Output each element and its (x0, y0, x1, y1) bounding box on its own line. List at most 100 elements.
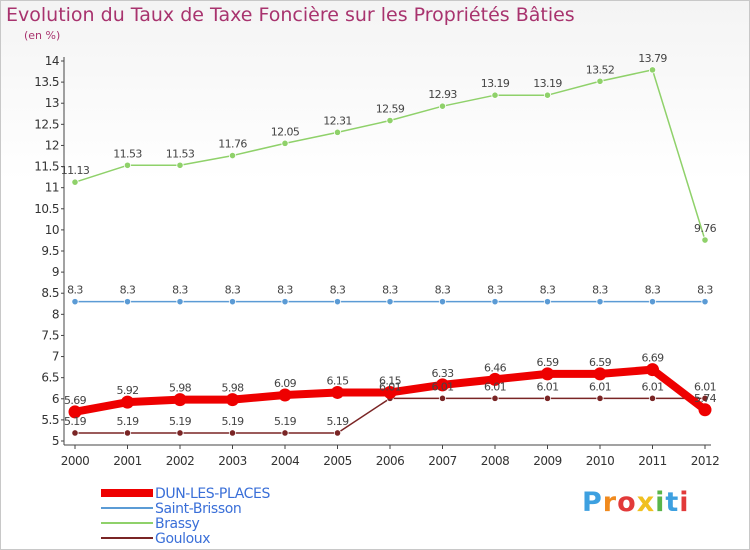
data-point (491, 91, 499, 99)
logo-letter: P (582, 487, 603, 518)
data-point (438, 394, 447, 402)
data-label: 8.3 (382, 284, 398, 297)
data-point (491, 394, 499, 402)
data-label: 12.59 (376, 103, 405, 116)
data-label: 6.33 (431, 367, 454, 380)
data-label: 8.3 (540, 284, 556, 297)
data-point (543, 298, 552, 306)
y-tick-label: 5 (52, 434, 59, 448)
data-label: 5.19 (64, 415, 87, 428)
data-point (438, 102, 447, 110)
data-point (228, 429, 237, 437)
data-label: 11.53 (166, 147, 195, 160)
data-label: 8.3 (330, 284, 346, 297)
data-label: 5.98 (221, 382, 244, 395)
data-label: 13.19 (533, 77, 562, 90)
data-label: 5.19 (221, 415, 244, 428)
y-tick-label: 12.5 (34, 117, 59, 131)
data-point (701, 236, 709, 244)
y-tick-label: 6 (52, 392, 59, 406)
data-point (648, 66, 657, 74)
y-tick-label: 12 (45, 138, 59, 152)
data-label: 6.69 (641, 352, 664, 365)
data-point (331, 385, 344, 399)
labels-dun-les-places: 5.69 5.92 5.98 5.98 6.09 6.15 6.15 6.33 6.46 6.59… (64, 352, 717, 407)
data-label: 13.79 (638, 52, 667, 65)
data-point (278, 388, 292, 402)
x-tick-label: 2008 (481, 454, 510, 468)
data-label: 6.01 (589, 380, 611, 393)
data-point (123, 298, 132, 306)
data-label: 11.76 (218, 138, 247, 151)
data-label: 6.15 (379, 374, 402, 387)
data-point (648, 298, 657, 306)
data-label: 8.3 (67, 284, 83, 297)
data-point (438, 298, 447, 306)
y-tick-label: 7 (52, 350, 59, 364)
data-point (541, 367, 554, 381)
data-label: 5.92 (116, 384, 138, 397)
y-tick-label: 7.5 (41, 328, 59, 342)
data-label: 5.19 (274, 415, 297, 428)
data-point (176, 161, 184, 169)
data-point (176, 429, 184, 437)
x-tick-label: 2009 (533, 454, 562, 468)
series-saint-brisson (71, 298, 709, 306)
data-point (698, 403, 712, 417)
y-tick-label: 13.5 (34, 75, 59, 89)
data-label: 8.3 (277, 284, 293, 297)
data-point (646, 363, 659, 377)
data-point (543, 394, 552, 402)
data-point (596, 77, 604, 85)
data-label: 5.19 (169, 415, 192, 428)
proxiti-logo: Proxiti (582, 487, 690, 518)
x-tick-label: 2003 (218, 454, 247, 468)
data-label: 6.01 (431, 380, 453, 393)
legend-label: Gouloux (155, 531, 210, 547)
data-label: 5.98 (169, 382, 192, 395)
data-point (228, 298, 237, 306)
data-point (593, 367, 607, 381)
data-point (71, 178, 79, 186)
x-tick-label: 2011 (638, 454, 667, 468)
data-point (281, 429, 289, 437)
data-point (281, 139, 289, 147)
data-point (701, 298, 709, 306)
y-tick-label: 10 (45, 223, 59, 237)
y-tick-label: 6.5 (41, 371, 59, 385)
data-label: 6.59 (536, 356, 559, 369)
x-tick-label: 2002 (166, 454, 195, 468)
x-tick-label: 2001 (113, 454, 142, 468)
data-label: 8.3 (697, 284, 713, 297)
data-label: 6.01 (641, 380, 663, 393)
legend-label: DUN-LES-PLACES (155, 486, 270, 502)
data-point (596, 298, 604, 306)
data-label: 6.59 (589, 356, 612, 369)
data-point (71, 429, 79, 437)
logo-letter: t (665, 487, 680, 518)
unit-label: (en %) (24, 29, 61, 42)
data-point (386, 116, 394, 125)
data-label: 9.76 (694, 222, 717, 235)
data-label: 12.93 (428, 88, 457, 101)
logo-letter: x (636, 487, 656, 518)
data-label: 11.13 (61, 164, 90, 177)
data-point (488, 372, 502, 386)
data-point (333, 429, 342, 437)
y-tick-label: 8.5 (41, 286, 59, 300)
x-tick-label: 2012 (691, 454, 720, 468)
data-point (281, 298, 289, 306)
data-label: 6.01 (484, 380, 506, 393)
data-label: 6.01 (379, 380, 401, 393)
data-label: 11.53 (113, 147, 142, 160)
data-label: 12.05 (271, 125, 300, 138)
data-point (123, 429, 132, 437)
data-label: 8.3 (172, 284, 188, 297)
data-label: 6.46 (484, 361, 507, 374)
logo-letter: r (602, 487, 618, 518)
data-label: 5.69 (64, 394, 87, 407)
data-label: 6.01 (536, 380, 558, 393)
data-label: 13.19 (481, 77, 510, 90)
y-tick-label: 14 (45, 54, 59, 68)
y-tick-label: 9.5 (41, 244, 59, 258)
